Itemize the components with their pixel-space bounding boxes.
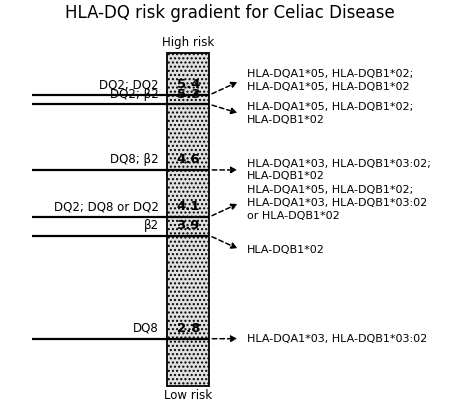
Text: HLA-DQA1*03, HLA-DQB1*03:02: HLA-DQA1*03, HLA-DQB1*03:02 xyxy=(247,334,427,344)
Text: 3.9: 3.9 xyxy=(176,219,200,232)
Text: β2: β2 xyxy=(144,219,159,232)
Text: DQ2; DQ8 or DQ2: DQ2; DQ8 or DQ2 xyxy=(54,200,159,213)
Text: DQ2; β2: DQ2; β2 xyxy=(110,87,159,101)
Text: 4.6: 4.6 xyxy=(176,153,200,166)
Text: Low risk: Low risk xyxy=(164,389,212,402)
Text: DQ2; DQ2: DQ2; DQ2 xyxy=(99,78,159,91)
Text: HLA-DQA1*05, HLA-DQB1*02;
HLA-DQA1*03, HLA-DQB1*03:02
or HLA-DQB1*02: HLA-DQA1*05, HLA-DQB1*02; HLA-DQA1*03, H… xyxy=(247,185,427,220)
Text: HLA-DQB1*02: HLA-DQB1*02 xyxy=(247,245,325,255)
Text: High risk: High risk xyxy=(162,36,214,49)
Title: HLA-DQ risk gradient for Celiac Disease: HLA-DQ risk gradient for Celiac Disease xyxy=(65,4,395,22)
Text: 5.4: 5.4 xyxy=(176,78,200,91)
Text: HLA-DQA1*03, HLA-DQB1*03:02;
HLA-DQB1*02: HLA-DQA1*03, HLA-DQB1*03:02; HLA-DQB1*02 xyxy=(247,158,431,181)
Text: 4.1: 4.1 xyxy=(176,200,200,213)
Text: DQ8; β2: DQ8; β2 xyxy=(110,153,159,166)
Text: 5.3: 5.3 xyxy=(176,87,200,101)
Text: HLA-DQA1*05, HLA-DQB1*02;
HLA-DQB1*02: HLA-DQA1*05, HLA-DQB1*02; HLA-DQB1*02 xyxy=(247,102,413,125)
Text: 2.8: 2.8 xyxy=(176,322,200,335)
Text: HLA-DQA1*05, HLA-DQB1*02;
HLA-DQA1*05, HLA-DQB1*02: HLA-DQA1*05, HLA-DQB1*02; HLA-DQA1*05, H… xyxy=(247,69,413,92)
Text: DQ8: DQ8 xyxy=(133,322,159,335)
Bar xyxy=(167,53,210,386)
